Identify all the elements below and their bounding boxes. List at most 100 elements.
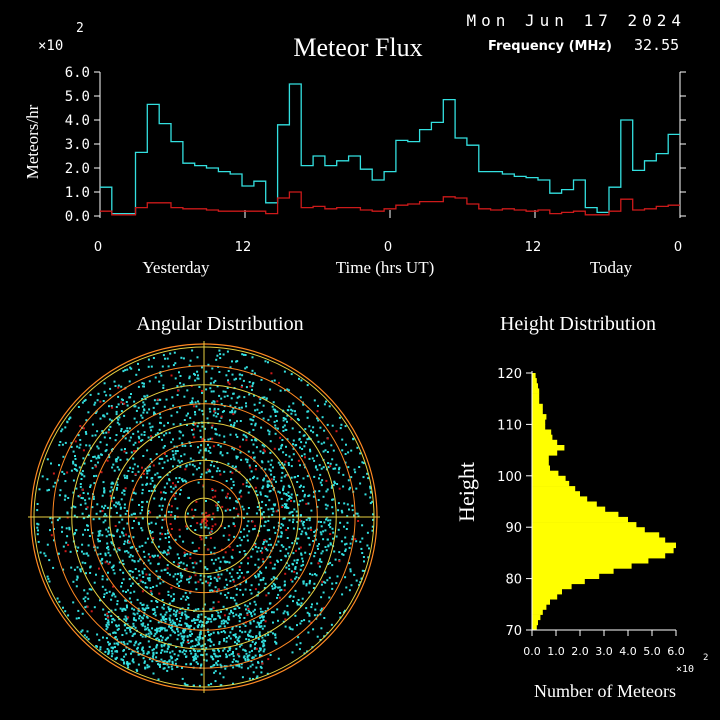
angular-point [120, 398, 123, 401]
angular-point [36, 522, 39, 525]
angular-point [141, 483, 144, 486]
angular-point [246, 458, 249, 461]
angular-point [163, 667, 166, 670]
angular-point-red [86, 605, 89, 608]
angular-point [196, 425, 199, 428]
angular-point [329, 526, 332, 529]
angular-point [222, 390, 225, 393]
angular-point [303, 453, 306, 456]
angular-point [292, 600, 294, 603]
angular-point [236, 420, 238, 423]
angular-point [237, 577, 240, 580]
angular-point [262, 615, 265, 618]
angular-point [191, 429, 194, 431]
angular-point [126, 477, 129, 480]
angular-point [170, 511, 173, 514]
angular-point [181, 635, 184, 638]
height-title: Height Distribution [500, 313, 656, 335]
angular-point-red [141, 590, 144, 593]
angular-point [141, 501, 143, 504]
angular-point [96, 633, 99, 636]
angular-point [164, 551, 167, 554]
angular-point [124, 369, 127, 372]
height-bar [532, 527, 645, 533]
angular-point [266, 486, 269, 488]
angular-point [168, 573, 171, 576]
angular-point [314, 538, 317, 541]
angular-point [157, 678, 160, 681]
angular-point [112, 564, 115, 567]
angular-point [210, 377, 213, 380]
angular-point [151, 649, 154, 652]
angular-point [227, 591, 230, 594]
angular-point [276, 596, 278, 599]
angular-point [261, 610, 264, 613]
angular-point [151, 531, 154, 534]
angular-point [266, 672, 269, 675]
height-bar [532, 388, 540, 394]
angular-point-red [249, 385, 252, 388]
angular-point [323, 429, 326, 432]
angular-point-red [178, 611, 181, 614]
angular-point [277, 535, 280, 538]
angular-point [237, 637, 240, 640]
angular-point [251, 388, 253, 391]
angular-point [262, 650, 265, 653]
angular-point [302, 563, 305, 566]
angular-point [307, 631, 310, 634]
angular-point [280, 559, 283, 561]
angular-point [262, 417, 265, 420]
angular-point [368, 547, 370, 550]
angular-point [87, 597, 90, 600]
angular-point-red [329, 533, 332, 535]
angular-point [257, 623, 260, 626]
angular-point [166, 482, 169, 485]
angular-point [286, 499, 289, 502]
angular-point [282, 524, 285, 527]
angular-point [180, 613, 183, 616]
angular-point [250, 612, 252, 614]
angular-point [138, 437, 141, 440]
angular-point [339, 612, 342, 614]
angular-point [213, 618, 216, 621]
angular-point [197, 446, 199, 449]
angular-point [117, 395, 120, 398]
angular-point [106, 648, 109, 650]
angular-point [287, 484, 290, 487]
angular-point [159, 575, 161, 578]
angular-point [269, 490, 272, 492]
angular-point [259, 579, 262, 582]
angular-point [221, 489, 224, 492]
angular-point-red [107, 562, 110, 565]
angular-point [301, 489, 304, 492]
angular-point-red [310, 529, 313, 531]
angular-point [149, 562, 152, 565]
angular-point [109, 394, 112, 397]
angular-point-red [297, 459, 300, 462]
angular-point [176, 465, 179, 467]
angular-point [217, 573, 220, 576]
angular-point [197, 641, 200, 644]
angular-point-red [123, 450, 126, 453]
angular-point [112, 631, 115, 634]
angular-point [268, 430, 271, 433]
angular-point [103, 487, 106, 490]
angular-point-red [82, 449, 85, 452]
angular-point [75, 487, 78, 490]
angular-point [80, 472, 82, 475]
angular-point [187, 639, 190, 642]
angular-point [349, 542, 352, 545]
angular-point [139, 512, 142, 515]
angular-point [144, 586, 147, 589]
angular-point [256, 408, 259, 411]
angular-point [331, 564, 334, 567]
angular-point [183, 453, 186, 456]
angular-point [122, 370, 125, 373]
angular-point [178, 585, 180, 587]
angular-point [250, 584, 253, 587]
angular-point [249, 644, 252, 647]
angular-point [142, 411, 145, 414]
angular-point [258, 411, 261, 414]
angular-point-red [202, 484, 205, 487]
angular-point [108, 533, 111, 536]
